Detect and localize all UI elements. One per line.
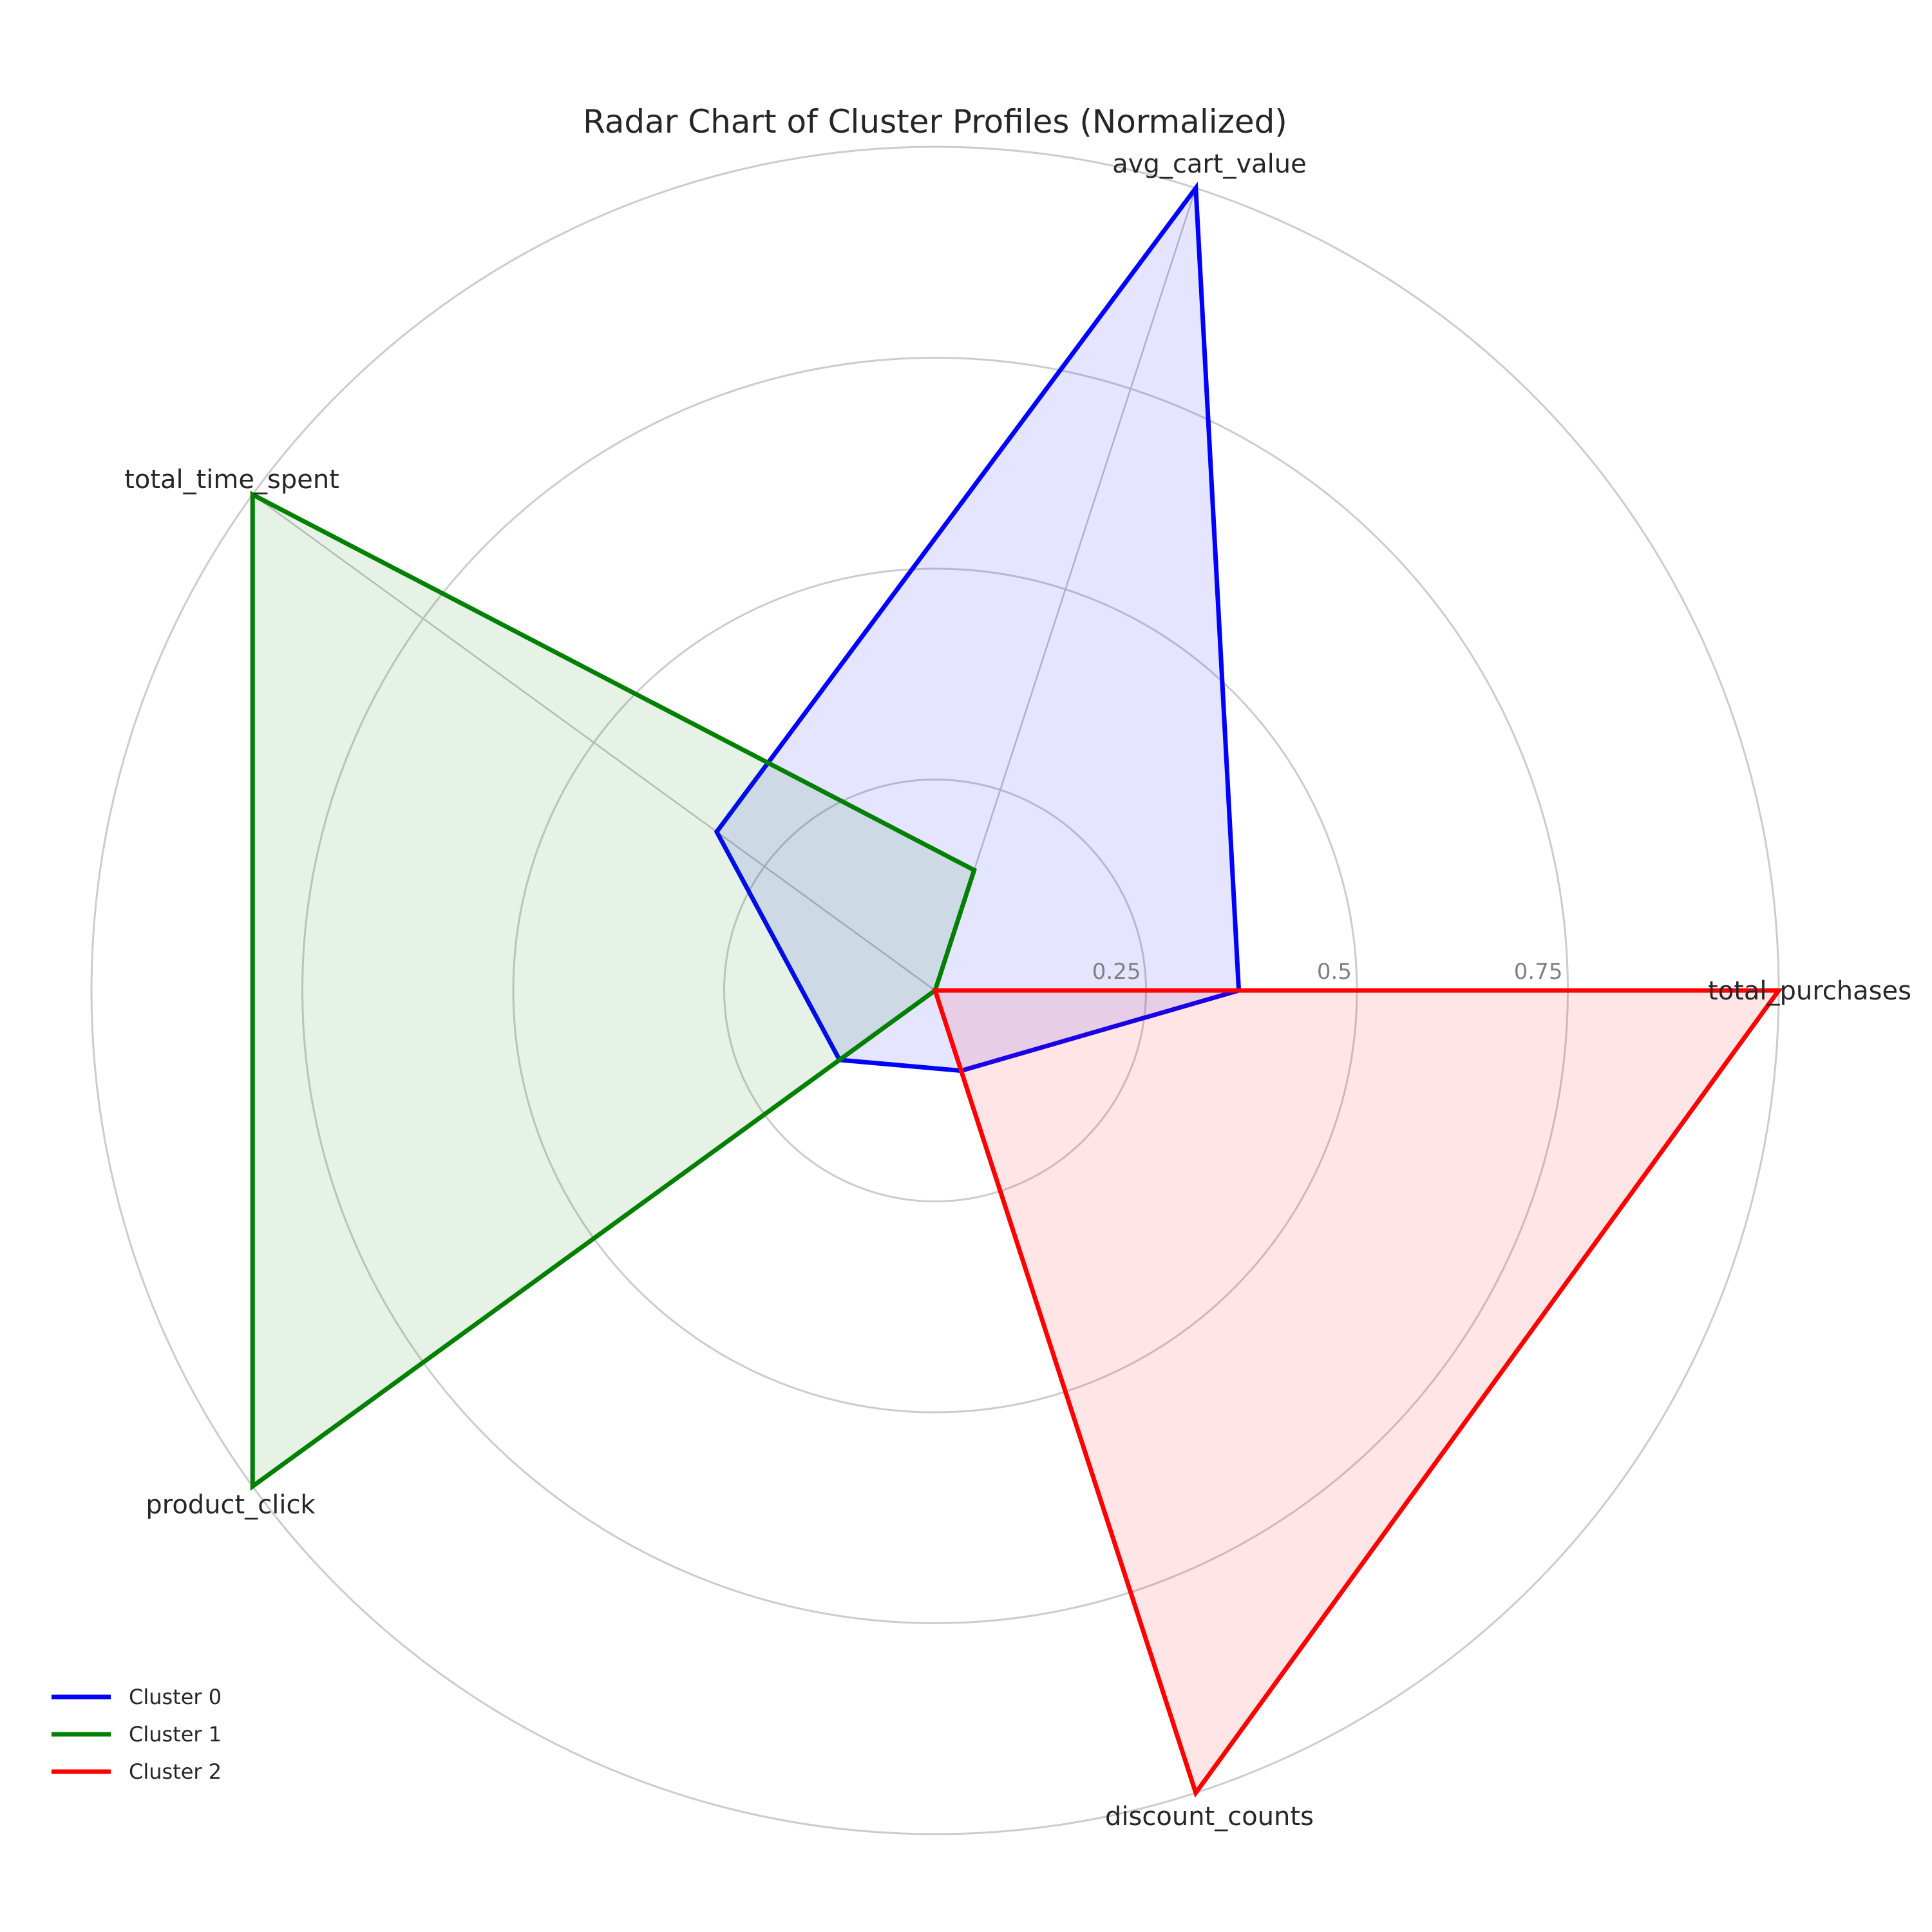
rtick-label: 0.5 xyxy=(1317,959,1352,985)
legend-label-cluster-0: Cluster 0 xyxy=(129,1685,222,1709)
series-line-cluster-0 xyxy=(714,182,1242,1074)
rtick-label: 0.25 xyxy=(1092,959,1141,985)
radar-series xyxy=(250,182,1783,1798)
legend-label-cluster-2: Cluster 2 xyxy=(129,1759,222,1784)
axis-label-product_click: product_click xyxy=(146,1490,316,1520)
legend-label-cluster-1: Cluster 1 xyxy=(129,1722,222,1747)
axis-label-avg_cart_value: avg_cart_value xyxy=(1112,149,1306,179)
spoke-total_time_spent xyxy=(252,493,936,992)
series-fill-cluster-2 xyxy=(935,990,1779,1793)
axis-label-discount_counts: discount_counts xyxy=(1105,1802,1314,1832)
axis-label-total_purchases: total_purchases xyxy=(1708,976,1911,1006)
series-line-cluster-2 xyxy=(932,988,1783,1798)
chart-title: Radar Chart of Cluster Profiles (Normali… xyxy=(583,103,1287,140)
series-line-cluster-1 xyxy=(250,491,977,1491)
rtick-label: 0.75 xyxy=(1514,959,1563,985)
series-fill-cluster-0 xyxy=(716,188,1239,1071)
series-fill-cluster-1 xyxy=(252,495,974,1486)
spoke-avg_cart_value xyxy=(934,187,1197,991)
axis-label-total_time_spent: total_time_spent xyxy=(124,465,339,495)
radar-axis-labels: 0.25 0.5 0.75 total_purchases avg_cart_value… xyxy=(124,149,1911,1832)
legend: Cluster 0 Cluster 1 Cluster 2 xyxy=(52,1685,222,1784)
